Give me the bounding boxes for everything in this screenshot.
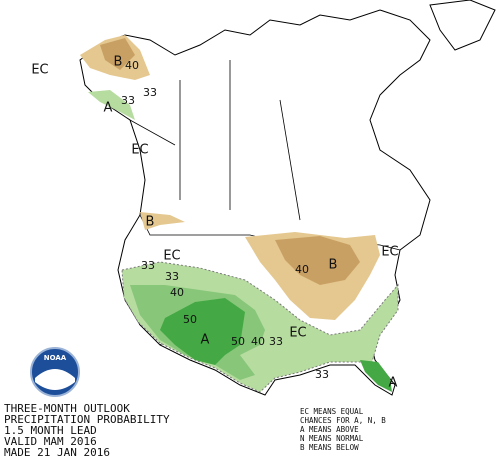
map-label: EC [131, 143, 148, 158]
map-label: 50 [183, 313, 197, 326]
map-label: A [389, 376, 398, 391]
map-label: B [146, 215, 155, 230]
map-label: 40 [295, 263, 309, 276]
logo-text: NOAA [44, 354, 67, 362]
title-line: THREE-MONTH OUTLOOK [4, 402, 130, 415]
above-50 [160, 298, 245, 365]
legend-line: CHANCES FOR A, N, B [300, 416, 386, 425]
map-label: B [329, 258, 338, 273]
map-label: A [201, 333, 210, 348]
title-line: VALID MAM 2016 [4, 435, 97, 448]
map-label: EC [163, 249, 180, 264]
title-line: PRECIPITATION PROBABILITY [4, 413, 170, 426]
map-label: B [114, 55, 123, 70]
map-label: 40 [251, 335, 265, 348]
map-label: 40 [170, 286, 184, 299]
map-label: 33 [143, 86, 157, 99]
title-line: MADE 21 JAN 2016 [4, 446, 110, 459]
map-label: 33 [121, 94, 135, 107]
below-40-gl [275, 236, 360, 285]
title-line: 1.5 MONTH LEAD [4, 424, 97, 437]
greenland [429, 0, 496, 51]
map-label: 33 [315, 368, 329, 381]
map-label: EC [381, 245, 398, 260]
below-33-nw [140, 212, 185, 230]
map-label: A [104, 101, 113, 116]
map-label: EC [31, 63, 48, 78]
map-label: 33 [165, 270, 179, 283]
above-33-east [88, 90, 135, 120]
above-fl [360, 360, 392, 392]
legend-line: EC MEANS EQUAL [300, 407, 364, 416]
logo: NOAA [30, 347, 80, 397]
map-label: EC [289, 326, 306, 341]
legend-line: A MEANS ABOVE [300, 425, 359, 434]
legend-line: N MEANS NORMAL [300, 434, 364, 443]
map-label: 33 [141, 259, 155, 272]
below-40-ak [100, 38, 135, 70]
map-label: 33 [269, 335, 283, 348]
map-label: 40 [125, 59, 139, 72]
map-label: 50 [231, 335, 245, 348]
legend-line: B MEANS BELOW [300, 443, 359, 452]
